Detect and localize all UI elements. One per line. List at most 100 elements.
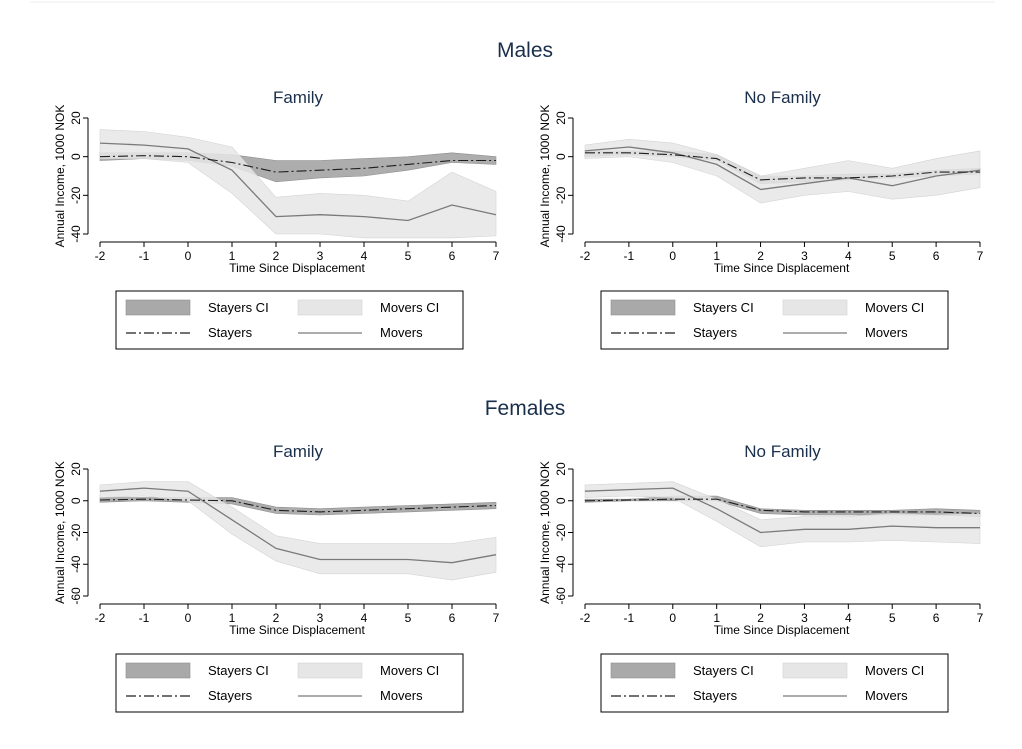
- x-axis-label: Time Since Displacement: [714, 623, 850, 637]
- y-tick-label: -20: [554, 186, 568, 204]
- y-tick-label: -20: [554, 524, 568, 542]
- x-tick-label: 2: [757, 249, 764, 263]
- panel-title: Family: [273, 88, 324, 107]
- x-tick-label: -2: [580, 249, 591, 263]
- x-tick-label: -2: [95, 611, 106, 625]
- y-tick-label: -20: [69, 524, 83, 542]
- chart-panel-males-family: Family 20 0 -20 -40 -2 -1 0 1 2 3 4 5 6 7 Time Since Di…: [53, 88, 500, 350]
- legend-swatch-movers-ci: [782, 662, 848, 679]
- x-tick-label: 7: [493, 611, 500, 625]
- y-tick-label: -40: [554, 555, 568, 573]
- legend-swatch-stayers-ci: [610, 662, 676, 679]
- legend-label-stayers-ci: Stayers CI: [693, 300, 754, 315]
- legend-swatch-stayers-ci: [125, 299, 191, 316]
- x-tick-label: -2: [580, 611, 591, 625]
- chart-panel-males-no-family: No Family 20 0 -20 -40 -2 -1 0 1 2 3 4 5 6 7 Time Since…: [538, 88, 984, 350]
- x-tick-label: 1: [713, 611, 720, 625]
- x-axis-label: Time Since Displacement: [229, 261, 365, 275]
- x-tick-label: 3: [317, 249, 324, 263]
- y-tick-label: -40: [69, 225, 83, 243]
- x-tick-label: 6: [933, 611, 940, 625]
- x-tick-label: 0: [669, 611, 676, 625]
- legend-label-stayers-ci: Stayers CI: [208, 663, 269, 678]
- y-tick-label: -40: [554, 225, 568, 243]
- legend-label-movers-ci: Movers CI: [865, 300, 924, 315]
- line-stayers: [99, 155, 496, 173]
- legend-label-movers: Movers: [380, 325, 423, 340]
- panel-title: No Family: [744, 442, 821, 461]
- x-tick-label: -1: [624, 249, 635, 263]
- legend-label-stayers-ci: Stayers CI: [693, 663, 754, 678]
- y-tick-label: 20: [69, 111, 83, 125]
- x-tick-label: 2: [273, 611, 280, 625]
- band-movers-ci: [99, 481, 497, 581]
- x-tick-label: 6: [449, 249, 456, 263]
- y-axis-label: Annual Income, 1000 NOK: [53, 461, 67, 604]
- x-tick-label: 7: [977, 249, 984, 263]
- line-movers: [584, 146, 981, 191]
- y-tick-label: -20: [69, 186, 83, 204]
- x-tick-label: 0: [185, 249, 192, 263]
- y-tick-label: -40: [69, 555, 83, 573]
- legend-label-movers: Movers: [865, 688, 908, 703]
- legend-swatch-movers-ci: [297, 299, 363, 316]
- legend-label-stayers: Stayers: [208, 325, 253, 340]
- y-tick-label: 20: [554, 111, 568, 125]
- chart-panel-females-family: Family 20 0 -20 -40 -60 -2 -1 0 1 2 3 4 5 6 7 Time Since…: [53, 442, 500, 713]
- chart-panel-females-no-family: No Family 20 0 -20 -40 -60 -2 -1 0 1 2 3 4 5 6 7 Time Si…: [538, 442, 984, 713]
- x-tick-label: 4: [845, 611, 852, 625]
- legend-label-movers-ci: Movers CI: [380, 663, 439, 678]
- x-axis-label: Time Since Displacement: [714, 261, 850, 275]
- x-tick-label: 3: [801, 249, 808, 263]
- x-axis-label: Time Since Displacement: [229, 623, 365, 637]
- y-tick-label: 0: [69, 153, 83, 160]
- x-tick-label: 5: [889, 249, 896, 263]
- y-tick-label: -60: [69, 587, 83, 605]
- legend-label-movers-ci: Movers CI: [380, 300, 439, 315]
- legend-label-movers: Movers: [865, 325, 908, 340]
- line-stayers: [99, 498, 497, 513]
- legend-label-stayers: Stayers: [208, 688, 253, 703]
- legend-label-stayers-ci: Stayers CI: [208, 300, 269, 315]
- x-tick-label: 7: [977, 611, 984, 625]
- x-tick-label: -1: [139, 249, 150, 263]
- x-tick-label: 3: [317, 611, 324, 625]
- x-tick-label: 4: [845, 249, 852, 263]
- line-movers: [99, 142, 497, 222]
- legend-label-stayers: Stayers: [693, 688, 738, 703]
- y-tick-label: 20: [554, 462, 568, 476]
- x-tick-label: -2: [95, 249, 106, 263]
- x-tick-label: -1: [624, 611, 635, 625]
- legend-label-stayers: Stayers: [693, 325, 738, 340]
- panel-title: No Family: [744, 88, 821, 107]
- y-tick-label: 0: [554, 497, 568, 504]
- line-stayers: [584, 498, 981, 515]
- x-tick-label: 5: [405, 249, 412, 263]
- legend-swatch-stayers-ci: [125, 662, 191, 679]
- x-tick-label: 6: [933, 249, 940, 263]
- x-tick-label: 1: [229, 249, 236, 263]
- x-tick-label: 5: [405, 611, 412, 625]
- legend-swatch-movers-ci: [782, 299, 848, 316]
- y-axis-label: Annual Income, 1000 NOK: [538, 461, 552, 604]
- x-tick-label: 0: [185, 611, 192, 625]
- x-tick-label: 3: [801, 611, 808, 625]
- x-tick-label: 4: [361, 249, 368, 263]
- x-tick-label: 1: [229, 611, 236, 625]
- x-tick-label: 7: [493, 249, 500, 263]
- y-tick-label: 20: [69, 462, 83, 476]
- legend-label-movers-ci: Movers CI: [865, 663, 924, 678]
- line-stayers: [585, 152, 980, 181]
- x-tick-label: 2: [757, 611, 764, 625]
- x-tick-label: 2: [273, 249, 280, 263]
- group-title-males: Males: [497, 39, 553, 62]
- x-tick-label: 0: [669, 249, 676, 263]
- x-tick-label: 6: [449, 611, 456, 625]
- y-tick-label: 0: [554, 153, 568, 160]
- legend-swatch-stayers-ci: [610, 299, 676, 316]
- band-movers-ci: [584, 481, 981, 548]
- y-tick-label: -60: [554, 587, 568, 605]
- legend-label-movers: Movers: [380, 688, 423, 703]
- x-tick-label: 4: [361, 611, 368, 625]
